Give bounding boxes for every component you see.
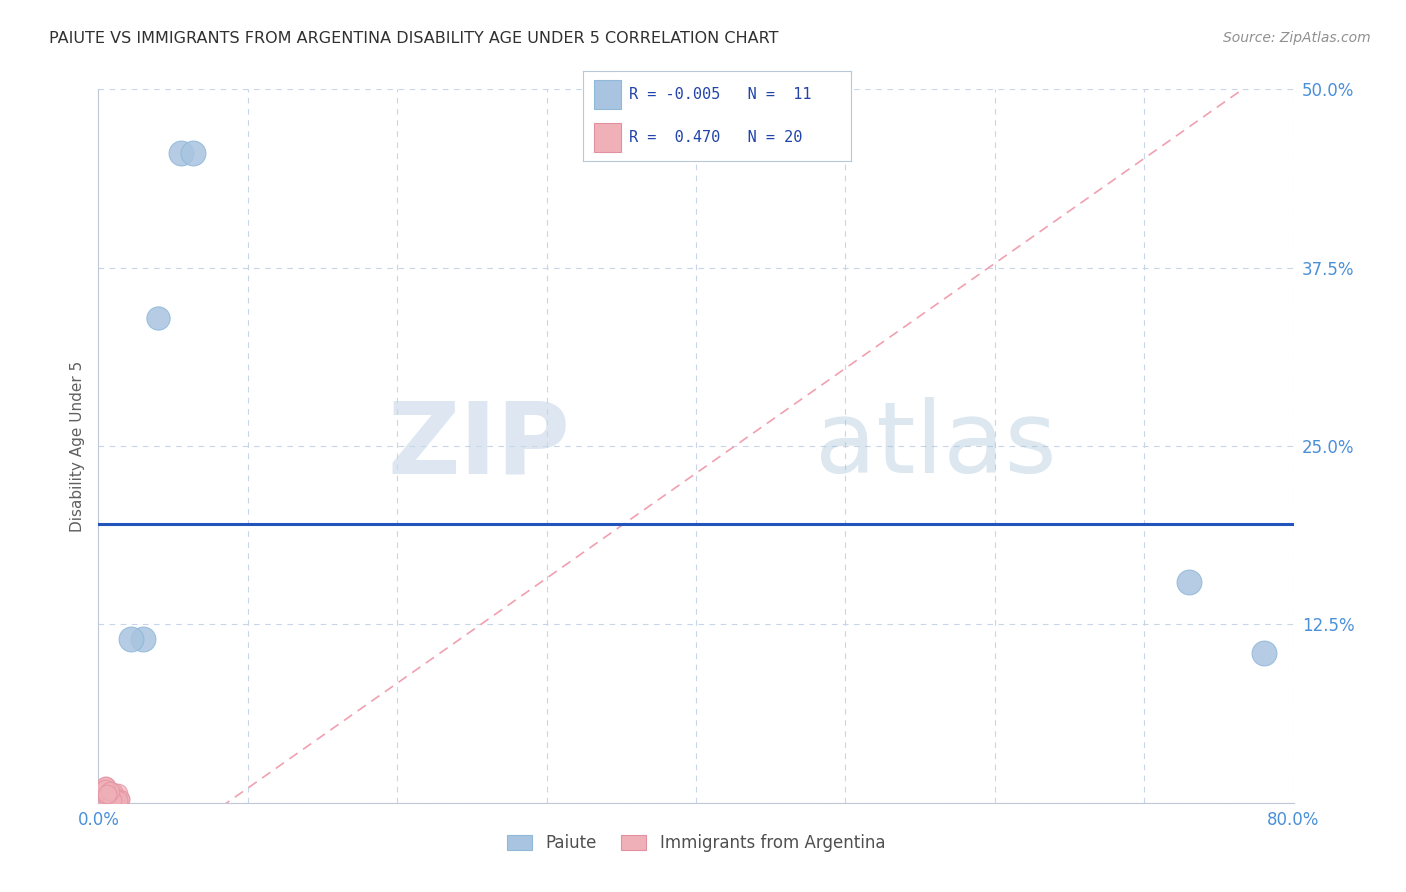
Point [148, 310, 170, 325]
Text: PAIUTE VS IMMIGRANTS FROM ARGENTINA DISABILITY AGE UNDER 5 CORRELATION CHART: PAIUTE VS IMMIGRANTS FROM ARGENTINA DISA… [49, 31, 779, 46]
Point [98, 783, 121, 797]
Point [107, 786, 129, 800]
Point [94, 781, 117, 796]
Point [1253, 646, 1275, 660]
Point [1178, 574, 1201, 589]
FancyBboxPatch shape [595, 80, 621, 109]
Point [132, 632, 155, 646]
Text: Source: ZipAtlas.com: Source: ZipAtlas.com [1223, 31, 1371, 45]
Point [104, 789, 127, 804]
Point [120, 632, 142, 646]
Point [108, 792, 131, 806]
Point [100, 793, 122, 807]
Point [90, 785, 112, 799]
Point [110, 791, 132, 805]
Point [101, 785, 124, 799]
Point [96, 788, 118, 802]
FancyBboxPatch shape [595, 123, 621, 152]
Text: R =  0.470   N = 20: R = 0.470 N = 20 [628, 130, 803, 145]
Point [97, 785, 120, 799]
Point [96, 789, 118, 804]
Text: ZIP: ZIP [388, 398, 571, 494]
Point [181, 146, 204, 161]
Text: atlas: atlas [815, 398, 1057, 494]
Point [169, 146, 191, 161]
Point [94, 780, 117, 794]
Point [101, 789, 124, 803]
Legend: Paiute, Immigrants from Argentina: Paiute, Immigrants from Argentina [501, 828, 891, 859]
Y-axis label: Disability Age Under 5: Disability Age Under 5 [69, 360, 84, 532]
Point [93, 782, 115, 797]
Text: R = -0.005   N =  11: R = -0.005 N = 11 [628, 87, 811, 102]
Point [107, 793, 129, 807]
Point [94, 779, 117, 793]
Point [104, 794, 127, 808]
Point [91, 791, 114, 805]
Point [93, 787, 115, 801]
